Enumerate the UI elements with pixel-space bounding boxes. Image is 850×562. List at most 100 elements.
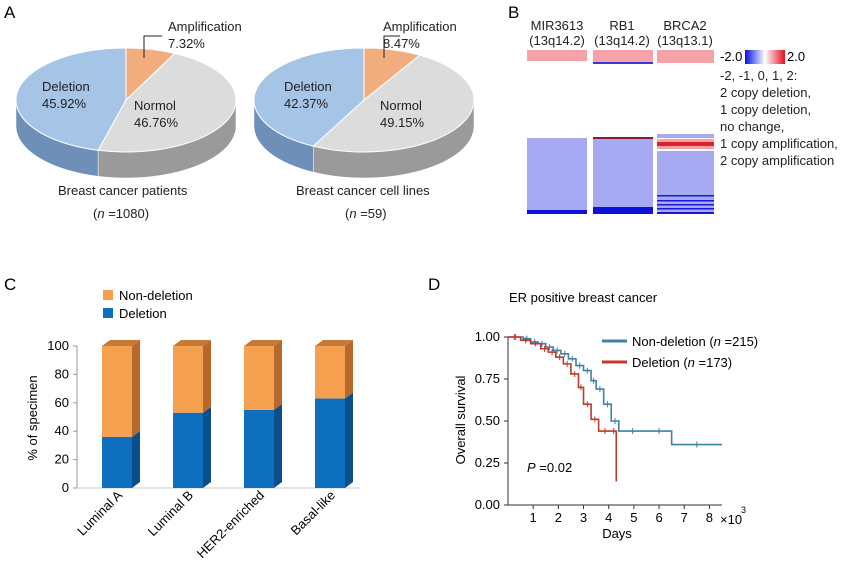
gene-label-brca2: BRCA2 [663, 18, 706, 33]
gene-label-rb1: RB1 [609, 18, 634, 33]
heatmap-cell [657, 149, 714, 151]
pie-slice-deletion [15, 47, 127, 151]
legend-line: 1 copy amplification, [720, 136, 838, 151]
heatmap-cell [657, 139, 714, 142]
pie1-labels: Amplification 7.32% Deletion 45.92% Norm… [42, 19, 242, 221]
heatmap-column-brca2 [657, 50, 714, 214]
bar-nondeletion [102, 346, 132, 437]
bar-nondeletion-side [132, 340, 140, 437]
heatmap-cell [527, 210, 587, 214]
heatmap-cell [593, 139, 653, 207]
legend-line: 2 copy deletion, [720, 85, 811, 100]
bar-y-tick-label: 60 [55, 395, 69, 410]
bar-deletion [102, 436, 132, 488]
pie2-n-italic: n [349, 206, 356, 221]
heatmap-cell [657, 63, 714, 134]
color-scale-bar [745, 50, 785, 64]
km-axes: 0.00 0.25 0.50 0.75 1.00 1 2 3 4 5 6 7 8 [475, 329, 722, 525]
panel-label-c: C [4, 275, 16, 294]
panel-label-d: D [428, 275, 440, 294]
legend-swatch-deletion [103, 308, 113, 318]
heatmap-cell [657, 195, 714, 197]
pie2-deletion-value: 42.37% [284, 96, 329, 111]
heatmap-cell [593, 62, 653, 64]
pie1-deletion-value: 45.92% [42, 96, 87, 111]
pie2-labels: Amplification 8.47% Deletion 42.37% Norm… [284, 19, 457, 221]
km-legend-name: Non-deletion [632, 334, 706, 349]
km-p-value: P =0.02 [527, 460, 572, 475]
heatmap-cell [657, 204, 714, 206]
pie1-normal-value: 46.76% [134, 115, 179, 130]
heatmap-cell [657, 212, 714, 214]
km-legend-label-nondeletion: Non-deletion (Deletionn =215) [632, 334, 758, 349]
km-x-tick-label: 8 [706, 510, 713, 525]
bar-deletion-side [274, 403, 282, 488]
km-legend-count: =173) [695, 355, 732, 370]
bar-y-axis-title: % of specimen [25, 375, 40, 460]
bar-y-tick-label: 80 [55, 366, 69, 381]
km-y-tick-label: 0.00 [475, 497, 500, 512]
heatmap-cell [527, 138, 587, 210]
gene-locus-rb1: (13q14.2) [594, 33, 650, 48]
bar-nondeletion [173, 346, 203, 413]
heatmap-column-rb1 [593, 50, 653, 214]
bar-nondeletion [244, 346, 274, 410]
km-y-tick-label: 0.50 [475, 413, 500, 428]
bar-deletion [244, 409, 274, 488]
bar-top [315, 340, 353, 346]
km-legend-label-deletion: Deletion (n =173) [632, 355, 732, 370]
gene-locus-mir3613: (13q14.2) [529, 33, 585, 48]
km-y-tick-label: 0.75 [475, 371, 500, 386]
heatmap-cell [527, 61, 587, 138]
km-x-tick-label: 2 [555, 510, 562, 525]
gene-label-mir3613: MIR3613 [531, 18, 584, 33]
gene-locus-brca2: (13q13.1) [657, 33, 713, 48]
bar-y-axis: 0 20 40 60 80 100 [47, 338, 360, 495]
bar-y-tick-label: 0 [62, 480, 69, 495]
km-x-tick-label: 6 [655, 510, 662, 525]
pie1-deletion-name: Deletion [42, 79, 90, 94]
heatmap-cell [593, 50, 653, 62]
km-p-italic: P [527, 460, 536, 475]
pie2-n-value: =59) [357, 206, 387, 221]
bar-category-label: HER2-enriched [194, 488, 267, 561]
bar-top [102, 340, 140, 346]
legend-line: 2 copy amplification [720, 153, 834, 168]
km-x-exponent: 3 [741, 505, 746, 515]
bar-deletion-side [203, 406, 211, 488]
km-y-tick-label: 1.00 [475, 329, 500, 344]
km-legend: Non-deletion (Deletionn =215) Deletion (… [602, 334, 758, 370]
bar-nondeletion [315, 346, 345, 399]
bar-nondeletion-side [345, 340, 353, 399]
scale-max-label: 2.0 [787, 49, 805, 64]
scale-min-label: -2.0 [720, 49, 742, 64]
pie1-n-italic: n [97, 206, 104, 221]
panel-label-b: B [508, 3, 519, 22]
heatmap-cell [593, 137, 653, 139]
pie1-amplification-value: 7.32% [168, 36, 205, 51]
legend-swatch-nondeletion [103, 290, 113, 300]
heatmap-cell [593, 64, 653, 137]
bar-legend: Non-deletion Deletion [103, 288, 193, 321]
km-curves [508, 334, 722, 482]
bar-nondeletion-side [274, 340, 282, 410]
bar-category-label: Luminal B [145, 488, 196, 539]
pie2-normal-value: 49.15% [380, 115, 425, 130]
heatmap-cell [527, 50, 587, 61]
km-x-tick-label: 1 [530, 510, 537, 525]
heatmap-cell [593, 207, 653, 214]
pie2-leader-line [383, 35, 400, 58]
km-y-axis-title: Overall survival [453, 375, 468, 464]
bar-y-tick-label: 100 [47, 338, 69, 353]
pie-chart-cell-lines [253, 47, 475, 179]
pie1-leader-line [143, 35, 162, 58]
km-title: ER positive breast cancer [509, 290, 658, 305]
bar-nondeletion-side [203, 340, 211, 413]
km-x-multiplier: ×10 [720, 512, 742, 527]
km-curve-non-deletion [508, 336, 722, 446]
legend-line: -2, -1, 0, 1, 2: [720, 68, 797, 83]
heatmap-cell [657, 200, 714, 202]
heatmap-cell [657, 151, 714, 214]
